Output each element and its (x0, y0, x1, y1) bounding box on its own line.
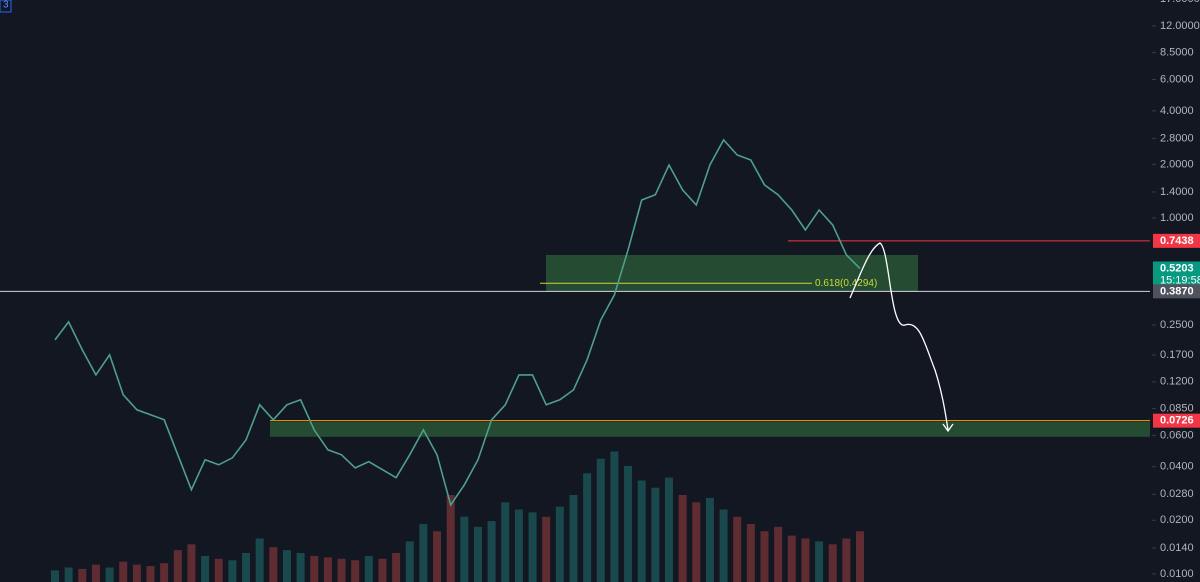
volume-bar (323, 557, 332, 582)
volume-bar (774, 526, 783, 582)
countdown: 15:19:58 (1160, 274, 1200, 286)
volume-bar (733, 516, 742, 582)
volume-bar (487, 521, 496, 582)
y-tick-label: 6.0000 (1160, 73, 1194, 85)
price-label-box (1153, 233, 1200, 248)
y-tick-label: 12.0000 (1160, 20, 1200, 32)
volume-bar (296, 553, 305, 582)
volume-bar (160, 563, 169, 582)
volume-bar (856, 531, 864, 582)
volume-bar (173, 550, 182, 582)
zone (546, 254, 918, 292)
volume-bar (815, 541, 824, 582)
volume-bar (746, 524, 755, 582)
y-tick-label: 0.0140 (1160, 542, 1194, 554)
y-tick-label: 0.0280 (1160, 488, 1194, 500)
projection-arrow (942, 423, 954, 433)
y-tick-label: 2.0000 (1160, 158, 1194, 170)
plot: 0.618(0.4294) (0, 138, 1150, 582)
y-tick-label: 1.4000 (1160, 186, 1194, 198)
volume-bar (392, 553, 401, 582)
volume-bar (678, 495, 687, 582)
volume-bar (201, 555, 210, 582)
price-label: 0.7438 (1160, 235, 1194, 247)
volume-bar (433, 531, 442, 582)
y-tick-label: 0.0200 (1160, 514, 1194, 526)
volume-bar (378, 558, 387, 582)
volume-bar (760, 531, 769, 582)
price-axis: 17.0000 12.0000 8.5000 6.0000 4.0000 2.8000 2.… (1152, 0, 1200, 580)
volume-bar (569, 495, 578, 582)
volume-bar (119, 561, 128, 582)
y-tick-label: 0.2500 (1160, 319, 1194, 331)
volume-bar (78, 568, 87, 582)
volume-bar (337, 558, 346, 582)
volume-bar (269, 547, 278, 582)
price-line (54, 138, 861, 507)
price-label-box (1153, 284, 1200, 299)
volume-bar (637, 480, 646, 582)
volume-bar (214, 558, 223, 582)
y-tick-label: 0.1700 (1160, 349, 1194, 361)
price-label: 0.3870 (1160, 285, 1194, 297)
volume-bar (664, 477, 673, 582)
volume-bar (132, 564, 141, 582)
tag: 3 (3, 0, 9, 11)
volume-bar (801, 538, 810, 582)
volume-bar (842, 538, 851, 582)
volume-bar (583, 473, 592, 582)
fib-label: 0.618(0.4294) (815, 278, 877, 289)
price-label: 0.0726 (1160, 415, 1194, 427)
y-tick-label: 0.0600 (1160, 429, 1194, 441)
volume-bar (528, 512, 537, 582)
volume-bar (555, 506, 564, 582)
volume-bar (542, 516, 551, 582)
y-tick-label: 0.0400 (1160, 461, 1194, 473)
y-tick-label: 0.0850 (1160, 402, 1194, 414)
volume-bar (105, 567, 114, 582)
volume-bar (64, 567, 73, 582)
zone (270, 421, 1150, 437)
y-tick-label: 0.0100 (1160, 568, 1194, 580)
y-tick-label: 1.0000 (1160, 212, 1194, 224)
volume-bar (405, 541, 414, 582)
y-tick-label: 0.1200 (1160, 376, 1194, 388)
volume-bar (351, 560, 360, 582)
volume-bar (242, 553, 251, 582)
volume-bar (282, 550, 291, 582)
volume-bar (787, 535, 796, 582)
volume-bar (624, 466, 633, 582)
volume-bar (514, 509, 523, 582)
price-label-box (1153, 413, 1200, 428)
volume-bar (255, 538, 264, 582)
volume-bar (501, 502, 510, 582)
volume-bar (610, 451, 619, 582)
volume-bar (91, 564, 100, 582)
volume-bar (310, 555, 319, 582)
volume-bar (51, 570, 59, 582)
y-tick-label: 8.5000 (1160, 47, 1194, 59)
y-tick-label: 2.8000 (1160, 132, 1194, 144)
volume-bar (446, 495, 455, 582)
volume-bar (419, 524, 428, 582)
tag-box (0, 0, 12, 13)
volume-bar (228, 560, 237, 582)
price-label-box (1153, 261, 1200, 288)
volume-bar (651, 487, 660, 582)
volume-bar (596, 458, 605, 582)
y-tick-label: 4.0000 (1160, 105, 1194, 117)
volume-bar (828, 544, 837, 582)
volume-bar (473, 526, 482, 582)
volume-bar (460, 516, 469, 582)
projection-curve (849, 242, 949, 431)
volume-bar (719, 509, 728, 582)
volume-bar (364, 555, 373, 582)
price-label: 0.5203 (1160, 262, 1194, 274)
volume-bar (146, 566, 155, 582)
y-tick-label: 17.0000 (1160, 0, 1200, 5)
volume-bar (187, 544, 196, 582)
volume-bar (692, 502, 701, 582)
volume-bar (705, 497, 714, 582)
